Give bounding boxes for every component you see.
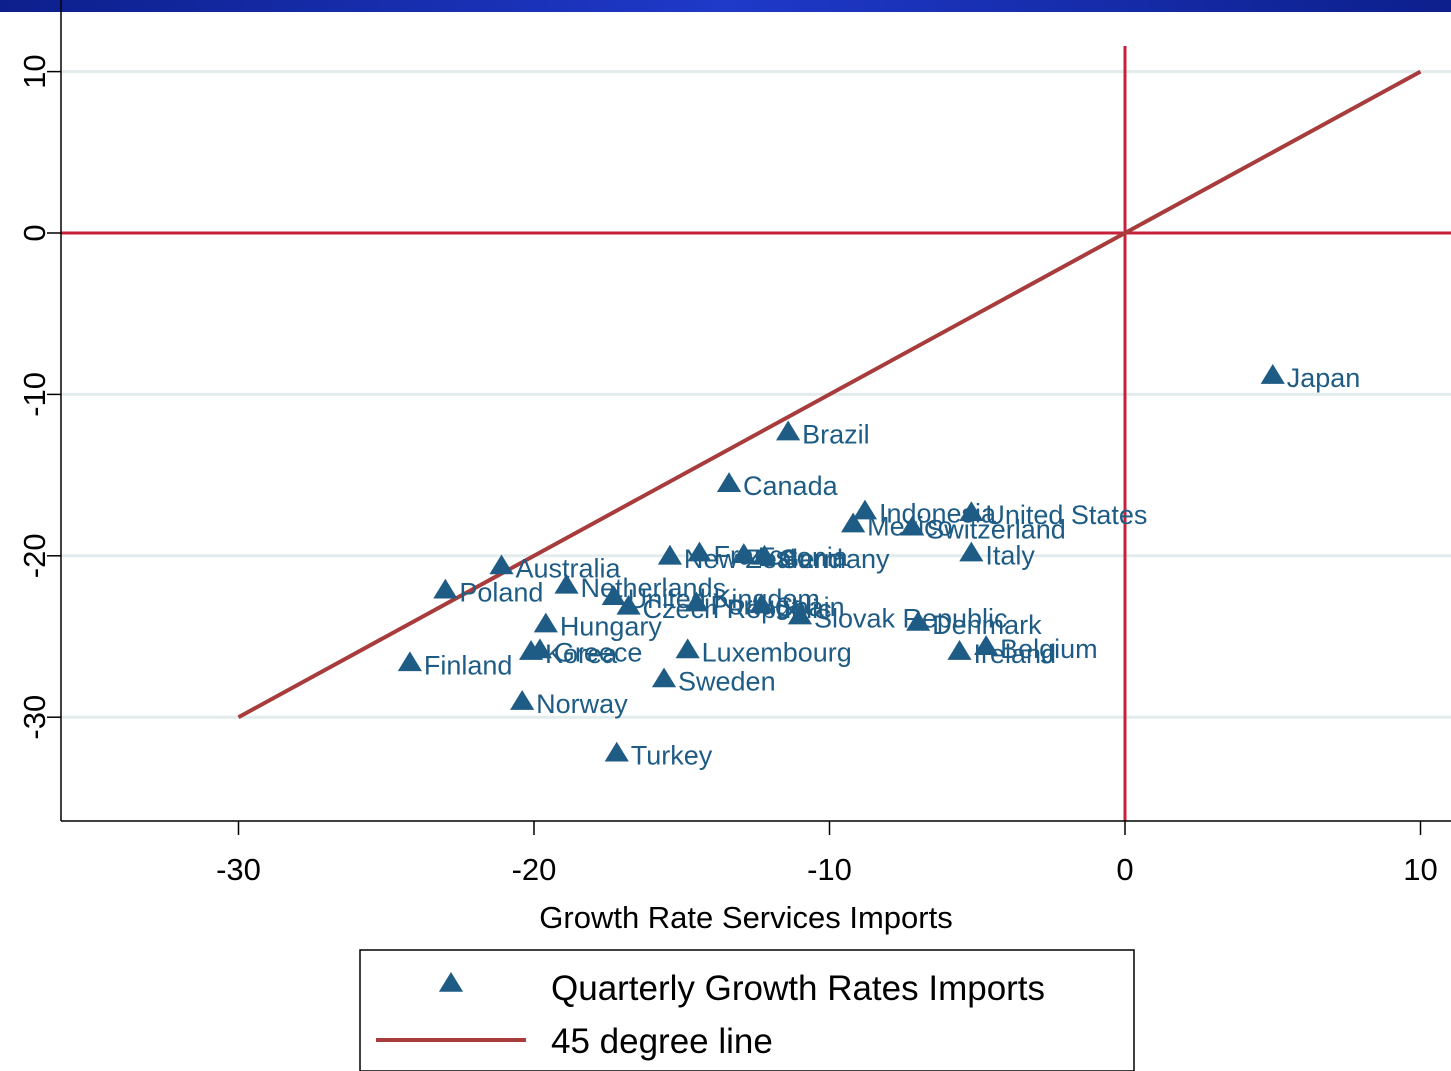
point-marker <box>959 501 984 522</box>
point-label: Luxembourg <box>702 637 852 667</box>
point-label: Sweden <box>678 666 776 696</box>
point-marker <box>533 612 558 633</box>
legend-label-line: 45 degree line <box>551 1022 773 1061</box>
point-label: Ireland <box>974 639 1057 669</box>
point-label: United States <box>985 500 1147 530</box>
y-tick-label: -30 <box>17 695 52 740</box>
point-label: Estonia <box>758 542 849 572</box>
legend-box <box>359 949 1135 1071</box>
point-marker <box>684 591 709 612</box>
legend-marker-triangle <box>438 972 464 992</box>
legend: Quarterly Growth Rates Imports 45 degree … <box>359 949 1135 1071</box>
point-marker <box>752 544 777 565</box>
x-tick-label: 10 <box>1403 852 1437 887</box>
point-marker <box>616 594 641 615</box>
point-marker <box>601 585 626 605</box>
point-marker <box>716 472 742 492</box>
point-marker <box>731 543 756 563</box>
point-label: Korea <box>545 639 618 669</box>
x-tick-label: 0 <box>1116 852 1133 887</box>
point-marker <box>489 554 514 575</box>
point-label: Norway <box>536 689 628 719</box>
point-label: New Zealand <box>684 544 843 574</box>
point-marker <box>604 741 629 762</box>
point-marker <box>974 635 999 655</box>
x-tick-label: -10 <box>807 852 852 887</box>
point-marker <box>749 593 774 614</box>
point-marker <box>906 610 931 631</box>
axes: -30 -20 -10 0 10 -30 -20 -10 0 10 Growth Rate Serv… <box>17 0 1451 935</box>
point-label: Denmark <box>932 610 1042 640</box>
point-marker <box>776 420 801 441</box>
point-marker <box>959 541 984 562</box>
point-label: Netherlands <box>581 573 727 603</box>
point-label: Poland <box>459 578 543 608</box>
point-marker <box>787 604 813 625</box>
point-label: Japan <box>1287 363 1361 393</box>
diagonal-line <box>237 69 1422 719</box>
point-label: Germany <box>778 544 890 574</box>
point-label: Canada <box>743 471 839 501</box>
point-marker <box>947 640 972 660</box>
legend-label-points: Quarterly Growth Rates Imports <box>551 969 1045 1008</box>
point-label: Switzerland <box>926 515 1066 545</box>
y-tick-label: 0 <box>17 224 52 241</box>
point-marker <box>841 512 866 533</box>
y-tick-label: 10 <box>17 54 52 88</box>
point-marker <box>397 651 422 672</box>
point-label: Italy <box>985 541 1035 571</box>
y-tick-label: -10 <box>17 372 52 417</box>
point-label: Hungary <box>560 612 663 642</box>
point-label: Spain <box>776 592 845 622</box>
point-marker <box>554 573 579 594</box>
point-marker <box>657 544 683 565</box>
point-marker <box>675 638 700 659</box>
point-marker <box>900 515 925 536</box>
y-tick-label: -20 <box>17 533 52 578</box>
point-label: Brazil <box>802 420 870 450</box>
diagonal-45-line <box>237 69 1422 719</box>
point-label: United Kingdom <box>628 584 820 614</box>
x-tick-label: -20 <box>512 852 557 887</box>
point-marker <box>852 499 878 520</box>
point-marker <box>1260 364 1285 384</box>
point-label: France <box>713 541 797 571</box>
point-marker <box>651 667 677 688</box>
point-label: Finland <box>424 650 513 680</box>
point-marker <box>687 541 712 562</box>
point-label: Greece <box>554 637 643 667</box>
reference-lines <box>61 46 1451 821</box>
point-marker <box>433 578 458 599</box>
point-label: Belgium <box>1000 634 1098 664</box>
top-banner <box>0 0 1451 12</box>
x-tick-label: -30 <box>216 852 261 887</box>
x-axis-title: Growth Rate Services Imports <box>539 900 952 935</box>
point-marker <box>510 690 535 710</box>
point-marker <box>518 640 544 660</box>
point-label: Turkey <box>631 741 713 771</box>
